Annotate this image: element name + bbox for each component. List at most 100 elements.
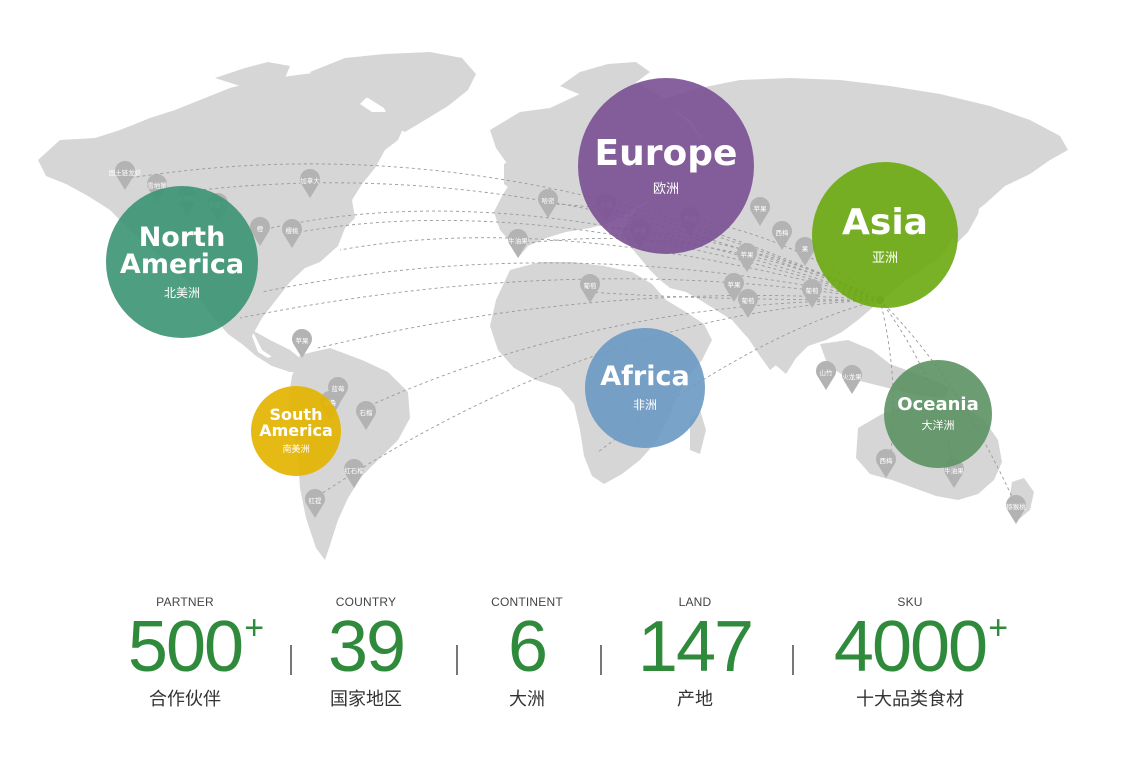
stat-sku-number: 4000 (833, 607, 988, 687)
stat-divider-1 (290, 645, 292, 675)
pin-label: 葡萄 (584, 281, 598, 290)
pin-marker (538, 189, 558, 218)
stat-partner-zh: 合作伙伴 (149, 689, 221, 710)
pin-label: 苹果 (728, 280, 742, 289)
stat-partner-label: PARTNER (156, 595, 214, 609)
pin-marker (750, 197, 770, 226)
bubble-north-america-zh: 北美洲 (163, 285, 200, 300)
land-arctic-islands (215, 62, 290, 86)
location-pin: 橙 (250, 217, 270, 246)
pin-marker (508, 229, 528, 258)
location-pin: 果 (795, 237, 815, 266)
stat-land-number: 147 (637, 607, 754, 687)
pin-marker (842, 365, 862, 394)
location-pin: 石榴 (356, 401, 377, 430)
land-scandinavia (560, 62, 650, 98)
pin-label: 苹果 (754, 204, 768, 213)
location-pin: 苹果 (723, 273, 744, 302)
bubble-asia-name: Asia (842, 201, 928, 243)
bubble-africa[interactable]: Africa 非洲 (585, 328, 705, 448)
pin-marker (816, 361, 837, 390)
stat-land-label: LAND (678, 595, 712, 609)
stat-continent-number: 6 (507, 607, 548, 687)
pin-marker (738, 289, 758, 318)
bubble-south-america-line1: South (269, 405, 323, 424)
bubble-south-america-line2: America (259, 421, 333, 440)
bubble-africa-name: Africa (600, 361, 690, 392)
pin-marker (344, 458, 365, 488)
bubble-asia-zh: 亚洲 (871, 250, 898, 266)
location-pin: 葡萄 (738, 289, 758, 318)
pin-label: 红提 (309, 496, 323, 505)
location-pin: 火龙果 (842, 365, 862, 394)
stat-land-value: 147 (638, 611, 754, 683)
bubble-oceania-zh: 大洋洲 (921, 418, 955, 432)
land-greenland (310, 52, 476, 132)
pin-marker (299, 169, 320, 198)
pin-marker (292, 329, 312, 358)
bubble-europe[interactable]: Europe 欧洲 (578, 78, 754, 254)
pin-label: 果 (802, 245, 809, 253)
pin-label: 猕猴桃 (1006, 502, 1026, 511)
pin-marker (115, 161, 135, 190)
stat-continent: CONTINENT 6 大洲 (472, 595, 582, 711)
pin-label: 雪地蟹 (147, 181, 167, 190)
stat-country-label: COUNTRY (335, 595, 397, 609)
pin-marker (772, 221, 792, 250)
bubble-oceania-name: Oceania (897, 393, 979, 415)
stat-continent-zh: 大洲 (509, 689, 545, 710)
location-pin: 苹果 (292, 329, 312, 358)
pin-label: 牛油果 (508, 236, 528, 245)
location-pin: 樱桃 (282, 218, 303, 248)
stat-sku-plus: + (988, 609, 1009, 647)
location-pin: 山竹 (816, 361, 837, 390)
pin-label: 牛油果 (944, 466, 964, 475)
bubble-north-america-line2: America (119, 248, 245, 280)
pin-marker (795, 237, 815, 266)
pin-label: 山竹 (820, 368, 834, 377)
land-japan (950, 186, 982, 244)
location-pin: 红石榴 (344, 458, 365, 488)
stat-country-value: 39 (328, 611, 406, 683)
location-pin: 雪地蟹 (147, 173, 168, 203)
location-pin: 葡萄 (801, 279, 822, 308)
pin-label: 苹果 (741, 250, 755, 259)
stat-partner-value: 500 + (128, 611, 264, 683)
pin-marker (147, 173, 168, 203)
stat-sku-label: SKU (897, 595, 923, 609)
pin-marker (250, 217, 270, 246)
bubble-south-america[interactable]: South America 南美洲 (251, 386, 341, 476)
pin-marker (801, 279, 822, 308)
pin-label: 红石榴 (344, 466, 364, 475)
stat-country-zh: 国家地区 (330, 689, 402, 710)
location-pin: 西梅 (772, 221, 792, 250)
location-pin: 国土链龙虾 (109, 161, 142, 190)
pin-label: 加拿大 (300, 176, 320, 185)
land-india (735, 298, 796, 370)
stat-partner: PARTNER 500 + 合作伙伴 (105, 595, 265, 711)
pin-label: 国土链龙虾 (109, 168, 142, 177)
location-pin: 葡萄 (580, 274, 600, 303)
location-pin: 苹果 (737, 243, 758, 272)
bubble-south-america-zh: 南美洲 (282, 445, 310, 455)
pin-marker (580, 274, 600, 303)
location-pin: 西梅 (876, 448, 897, 478)
pin-marker (282, 218, 303, 248)
pin-label: 石榴 (360, 408, 374, 417)
pin-label: 葡萄 (742, 296, 756, 305)
stat-sku-zh: 十大品类食材 (856, 689, 964, 710)
pin-marker (876, 448, 897, 478)
pin-label: 火龙果 (842, 372, 862, 381)
stat-divider-2 (456, 645, 458, 675)
pin-marker (737, 243, 758, 272)
pin-marker (305, 488, 325, 518)
bubble-north-america[interactable]: North America 北美洲 (106, 186, 258, 338)
pin-marker (1006, 495, 1027, 524)
location-pin: 红提 (305, 488, 325, 518)
stat-divider-3 (600, 645, 602, 675)
bubble-oceania[interactable]: Oceania 大洋洲 (884, 360, 992, 468)
pin-marker (723, 273, 744, 302)
bubble-asia[interactable]: Asia 亚洲 (812, 162, 958, 308)
pin-marker (356, 401, 377, 430)
bubble-africa-zh: 非洲 (632, 398, 657, 412)
